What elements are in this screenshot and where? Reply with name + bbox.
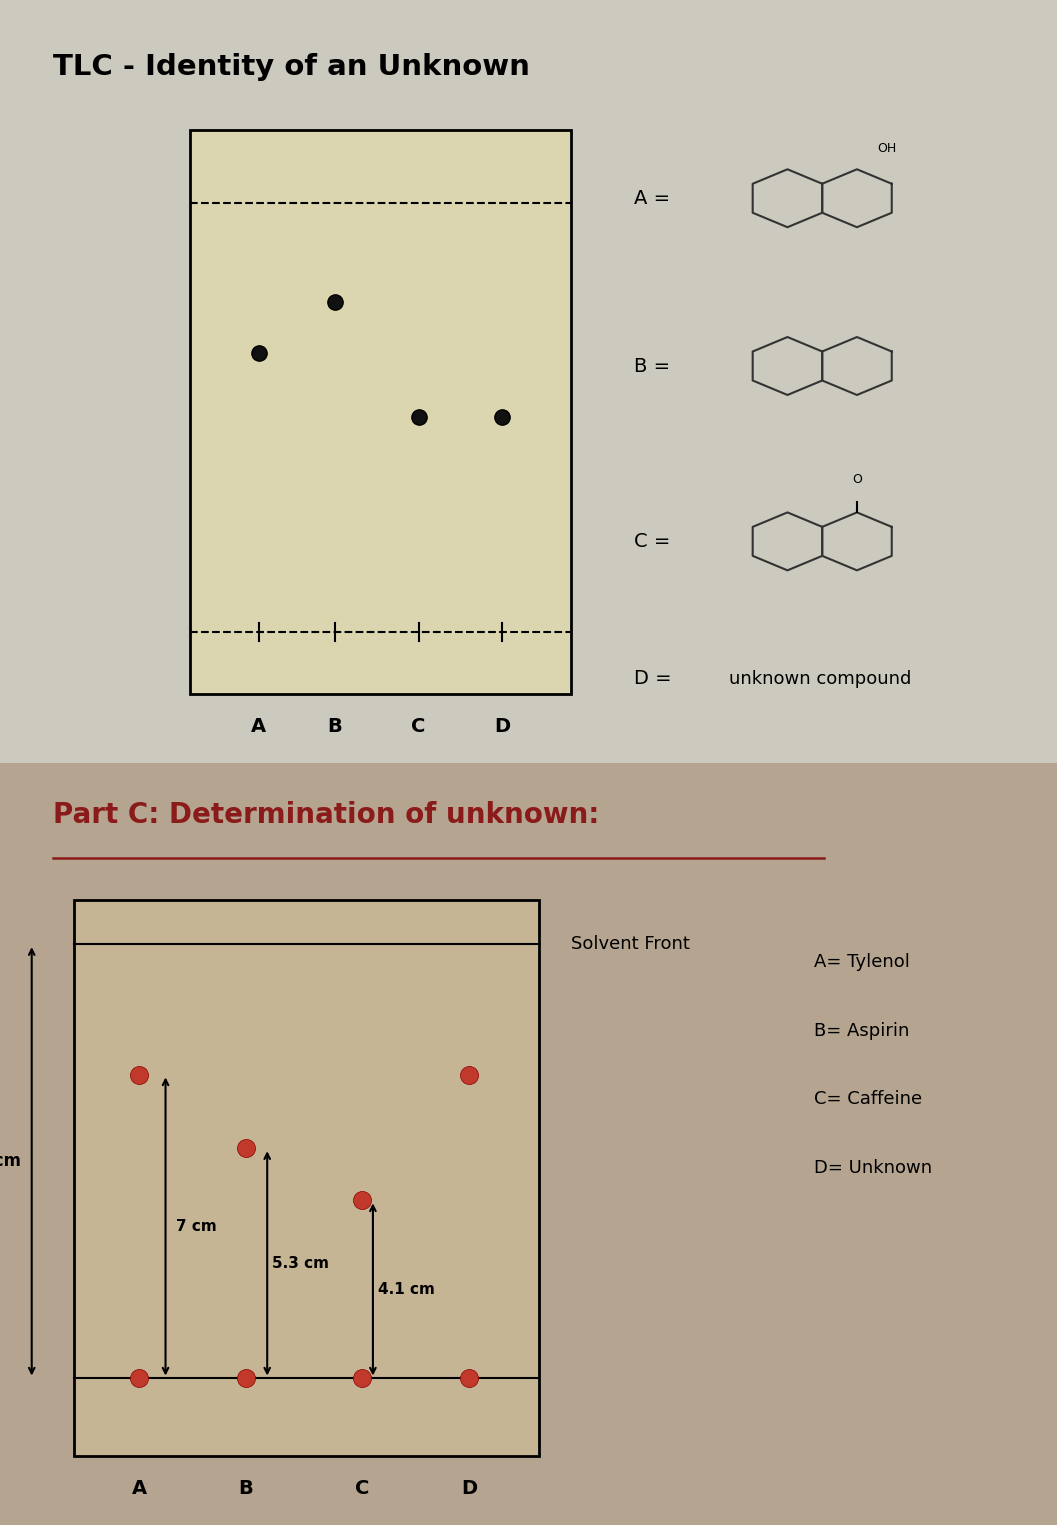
Text: D =: D = (634, 669, 672, 688)
Text: A= Tylenol: A= Tylenol (814, 953, 910, 971)
Bar (190, 130, 571, 694)
Text: B= Aspirin: B= Aspirin (814, 1022, 909, 1040)
Text: 10 cm: 10 cm (0, 1153, 21, 1170)
Text: TLC - Identity of an Unknown: TLC - Identity of an Unknown (53, 53, 530, 81)
Text: 5.3 cm: 5.3 cm (273, 1257, 330, 1270)
Text: 4.1 cm: 4.1 cm (378, 1283, 435, 1296)
Text: B =: B = (634, 357, 670, 375)
Text: B: B (328, 717, 342, 735)
Text: C: C (355, 1479, 370, 1498)
Text: Part C: Determination of unknown:: Part C: Determination of unknown: (53, 801, 599, 828)
Text: OH: OH (877, 142, 896, 154)
Text: D: D (461, 1479, 478, 1498)
Text: D= Unknown: D= Unknown (814, 1159, 932, 1177)
Text: O: O (852, 473, 861, 486)
Text: C= Caffeine: C= Caffeine (814, 1090, 922, 1109)
Text: A: A (131, 1479, 147, 1498)
Text: A: A (252, 717, 266, 735)
Text: C =: C = (634, 532, 670, 551)
Text: Solvent Front: Solvent Front (571, 935, 689, 953)
Text: unknown compound: unknown compound (729, 669, 912, 688)
Text: B: B (239, 1479, 254, 1498)
Text: D: D (495, 717, 511, 735)
Text: A =: A = (634, 189, 670, 207)
Text: C: C (411, 717, 426, 735)
Bar (74, 900, 539, 1456)
Text: 7 cm: 7 cm (177, 1218, 217, 1234)
